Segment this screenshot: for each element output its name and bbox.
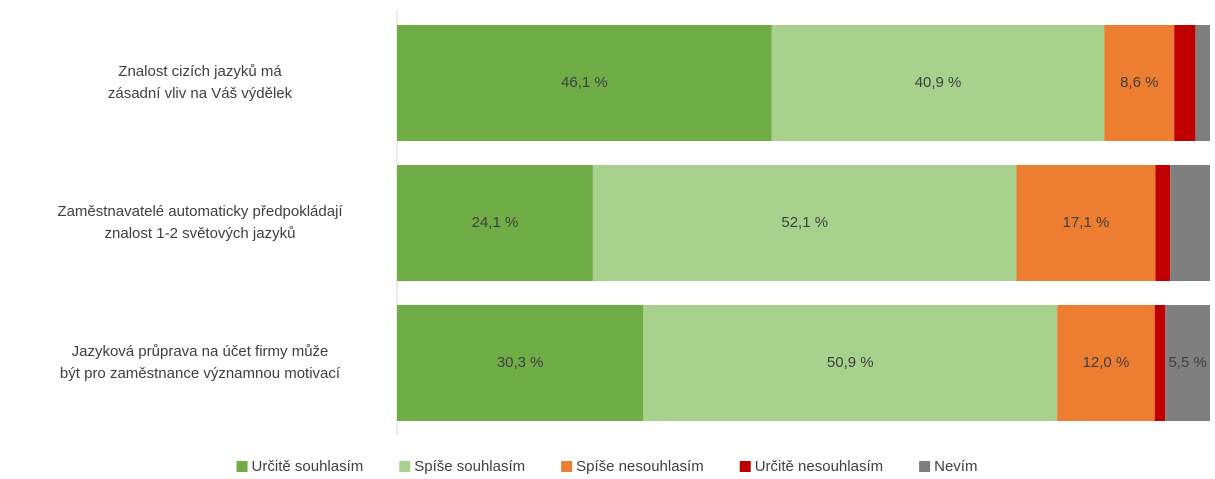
value-label: 46,1 %: [561, 74, 608, 91]
value-label: 24,1 %: [472, 214, 519, 231]
legend-label: Spíše nesouhlasím: [576, 458, 704, 475]
legend-label: Nevím: [934, 458, 977, 475]
value-label: 40,9 %: [915, 74, 962, 91]
value-label: 52,1 %: [781, 214, 828, 231]
legend-swatch: [739, 461, 751, 472]
legend-item: Určitě souhlasím: [236, 458, 364, 475]
bar-segment: [1057, 305, 1155, 421]
legend-swatch: [236, 461, 248, 472]
legend-item: Určitě nesouhlasím: [739, 458, 883, 475]
legend-item: Nevím: [919, 458, 977, 475]
bar-segment: [643, 305, 1058, 421]
bar-segment: [1155, 165, 1171, 281]
legend-item: Spíše souhlasím: [399, 458, 525, 475]
bar-segment: [1195, 25, 1210, 141]
bar-segment: [1104, 25, 1175, 141]
bar-segment: [771, 25, 1105, 141]
legend-item: Spíše nesouhlasím: [561, 458, 704, 475]
legend-label: Určitě nesouhlasím: [755, 458, 883, 475]
bar-segment: [1016, 165, 1156, 281]
bar-segment: [1170, 165, 1210, 281]
legend-label: Určitě souhlasím: [252, 458, 364, 475]
legend-swatch: [399, 461, 411, 472]
category-label: Jazyková průprava na účet firmy může být …: [60, 343, 341, 382]
value-label: 12,0 %: [1083, 354, 1130, 371]
legend-swatch: [561, 461, 573, 472]
bar-segment: [397, 165, 593, 281]
legend-label: Spíše souhlasím: [414, 458, 525, 475]
value-label: 5,5 %: [1168, 354, 1206, 371]
bar-segment: [397, 305, 644, 421]
category-label: Znalost cizích jazyků má zásadní vliv na …: [108, 63, 293, 102]
bar-segment: [1154, 305, 1166, 421]
bar-segment: [1165, 305, 1210, 421]
category-label: Zaměstnavatelé automaticky předpokládají…: [57, 203, 343, 242]
value-label: 50,9 %: [827, 354, 874, 371]
bar-segment: [592, 165, 1017, 281]
bar-segment: [1174, 25, 1196, 141]
legend-swatch: [919, 461, 931, 472]
value-label: 30,3 %: [497, 354, 544, 371]
bar-segment: [397, 25, 772, 141]
value-label: 17,1 %: [1063, 214, 1110, 231]
legend: Určitě souhlasím Spíše souhlasím Spíše nes…: [236, 458, 977, 475]
value-label: 8,6 %: [1120, 74, 1158, 91]
